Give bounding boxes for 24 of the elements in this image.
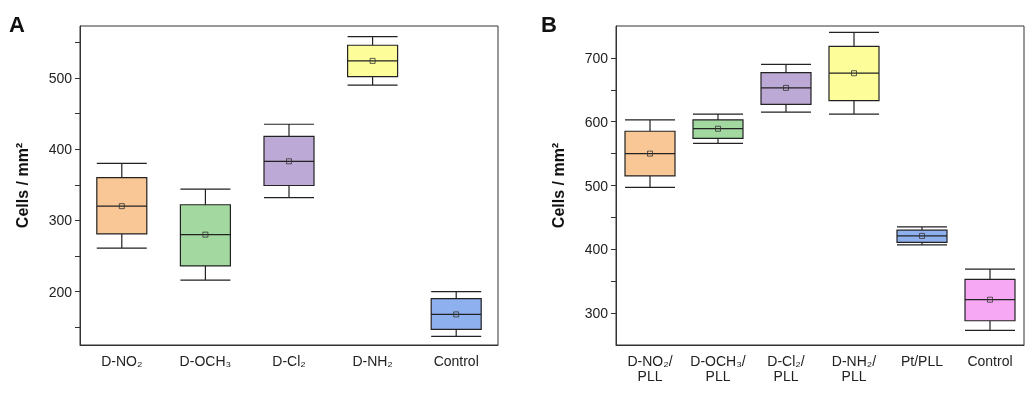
chart-title: A — [9, 11, 25, 37]
x-tick-label: Control — [967, 352, 1013, 369]
y-axis-title: Cells / mm² — [13, 142, 31, 229]
y-tick-label: 200 — [48, 283, 73, 300]
x-tick-label: Pt/PLL — [900, 352, 944, 369]
y-tick-label: 400 — [584, 241, 609, 258]
y-tick-label: 700 — [584, 49, 609, 66]
y-tick-label: 300 — [584, 305, 609, 322]
x-tick-label: D-OCH₃ — [179, 352, 232, 369]
y-tick-label: 500 — [48, 69, 73, 86]
x-tick-label: D-NO₂ — [101, 352, 143, 369]
x-tick-label: D-Cl₂ — [272, 352, 306, 369]
x-tick-label: D-NO₂/ PLL — [627, 352, 673, 384]
y-tick-label: 600 — [584, 113, 609, 130]
x-tick-label: D-NH₂ — [352, 352, 393, 369]
y-tick-label: 400 — [48, 141, 73, 158]
y-axis-title: Cells / mm² — [549, 142, 567, 229]
x-tick-label: D-OCH₃/ PLL — [690, 352, 746, 384]
x-tick-label: Control — [433, 352, 479, 369]
y-tick-label: 300 — [48, 212, 73, 229]
x-tick-label: D-NH₂/ PLL — [831, 352, 877, 384]
chart-title: B — [541, 11, 557, 37]
y-tick-label: 500 — [584, 177, 609, 194]
x-tick-label: D-Cl₂/ PLL — [767, 352, 805, 384]
